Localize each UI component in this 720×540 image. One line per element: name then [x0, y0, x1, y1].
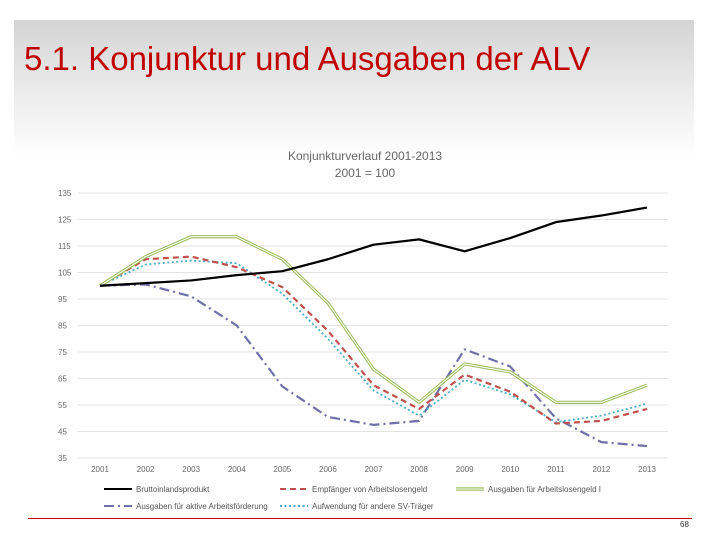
series-line — [99, 255, 648, 425]
x-tick-label: 2007 — [365, 465, 383, 474]
legend-label: Ausgaben für aktive Arbeitsförderung — [136, 502, 268, 511]
title-bar — [14, 20, 694, 158]
legend-label: Ausgaben für Arbeitslosengeld I — [488, 485, 601, 494]
legend: Bruttoinlandsprodukt Empfänger von Arbeit… — [104, 485, 601, 511]
chart-title: Konjunkturverlauf 2001-2013 — [288, 149, 442, 163]
y-tick-label: 105 — [58, 269, 72, 278]
x-tick-label: 2011 — [547, 465, 565, 474]
y-tick-label: 75 — [58, 348, 67, 357]
x-tick-label: 2009 — [456, 465, 474, 474]
y-axis: 35 45 55 65 75 85 95 105 115 125 135 — [58, 189, 72, 463]
x-tick-label: 2010 — [501, 465, 519, 474]
page-number: 68 — [680, 520, 689, 529]
x-tick-label: 2006 — [319, 465, 337, 474]
x-tick-label: 2002 — [137, 465, 155, 474]
y-tick-label: 125 — [58, 216, 72, 225]
series-line-inner — [99, 236, 648, 403]
chart-subtitle: 2001 = 100 — [335, 166, 396, 180]
grid — [78, 192, 668, 459]
series-line — [99, 259, 648, 424]
x-tick-label: 2001 — [91, 465, 109, 474]
series-line — [99, 283, 648, 448]
slide-title: 5.1. Konjunktur und Ausgaben der ALV — [24, 40, 591, 77]
y-tick-label: 135 — [58, 189, 72, 198]
x-tick-label: 2012 — [593, 465, 611, 474]
x-tick-label: 2005 — [273, 465, 291, 474]
series-line — [99, 206, 648, 287]
series-lines — [99, 206, 648, 448]
y-tick-label: 95 — [58, 295, 67, 304]
x-tick-label: 2013 — [638, 465, 656, 474]
legend-label: Bruttoinlandsprodukt — [136, 485, 210, 494]
y-tick-label: 55 — [58, 401, 67, 410]
x-tick-label: 2008 — [410, 465, 428, 474]
y-tick-label: 85 — [58, 322, 67, 331]
y-tick-label: 115 — [58, 242, 71, 251]
legend-label: Empfänger von Arbeitslosengeld — [312, 485, 427, 494]
legend-label: Aufwendung für andere SV-Träger — [312, 502, 434, 511]
y-tick-label: 35 — [58, 454, 67, 463]
footer-divider — [28, 518, 692, 519]
y-tick-label: 45 — [58, 428, 67, 437]
x-axis: 2001 2002 2003 2004 2005 2006 2007 2008 2009 2010… — [91, 465, 656, 474]
x-tick-label: 2004 — [228, 465, 246, 474]
x-tick-label: 2003 — [182, 465, 200, 474]
y-tick-label: 65 — [58, 375, 67, 384]
